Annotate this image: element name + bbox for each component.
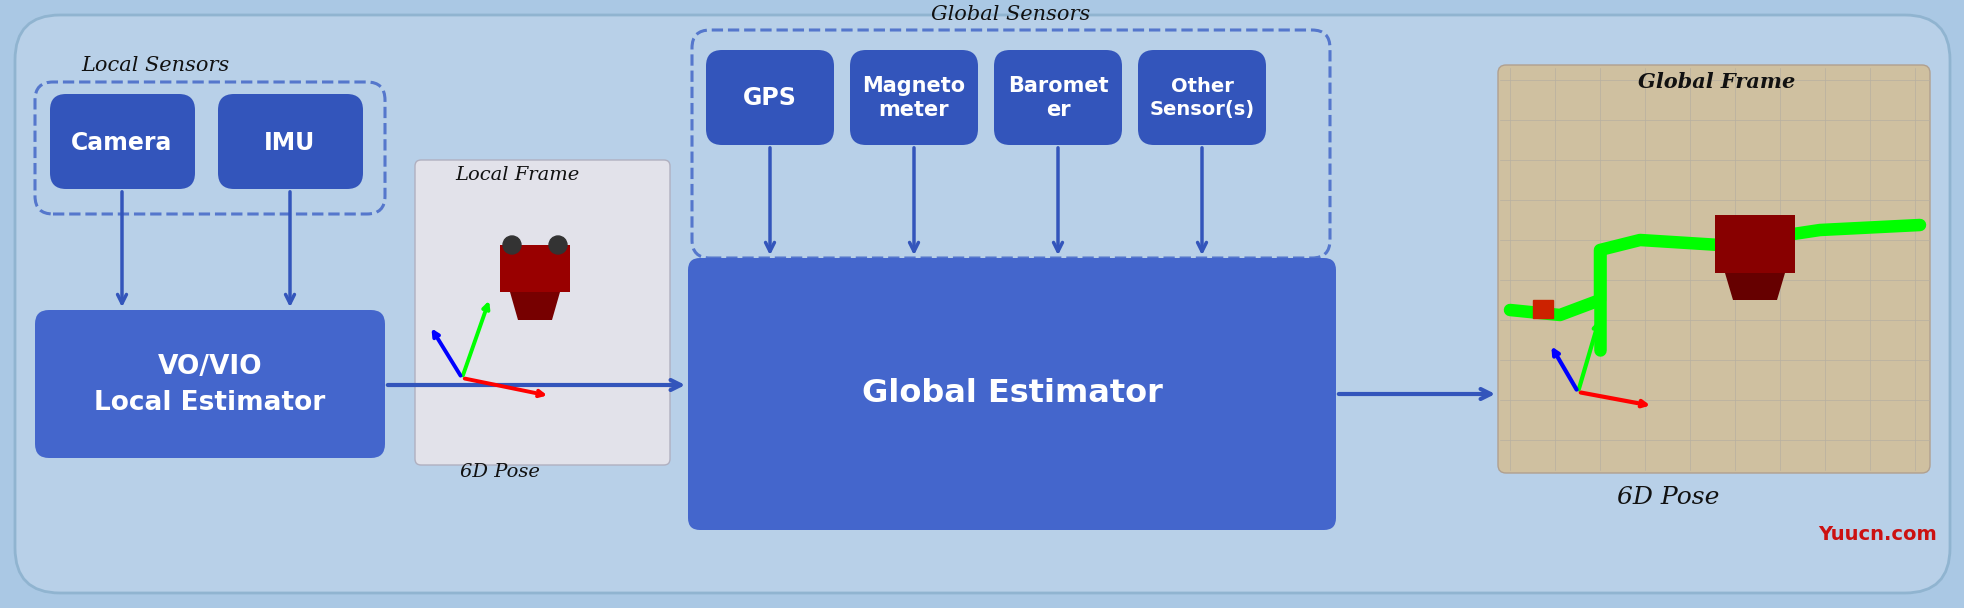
Text: Local Frame: Local Frame — [456, 166, 579, 184]
FancyBboxPatch shape — [16, 15, 1948, 593]
FancyBboxPatch shape — [218, 94, 363, 189]
Bar — [1532, 300, 1552, 318]
FancyBboxPatch shape — [35, 310, 385, 458]
FancyBboxPatch shape — [687, 258, 1336, 530]
Text: GPS: GPS — [742, 86, 797, 110]
Text: Yuucn.com: Yuucn.com — [1819, 525, 1937, 545]
Text: 6D Pose: 6D Pose — [1616, 486, 1718, 508]
Polygon shape — [1715, 215, 1793, 273]
Text: VO/VIO
Local Estimator: VO/VIO Local Estimator — [94, 354, 326, 416]
Text: IMU: IMU — [265, 131, 316, 155]
Text: Camera: Camera — [71, 131, 173, 155]
Circle shape — [503, 236, 520, 254]
FancyBboxPatch shape — [994, 50, 1121, 145]
Text: Global Frame: Global Frame — [1638, 72, 1795, 92]
Text: Local Sensors: Local Sensors — [81, 55, 230, 75]
Polygon shape — [511, 292, 560, 320]
FancyBboxPatch shape — [1137, 50, 1265, 145]
FancyBboxPatch shape — [414, 160, 670, 465]
Text: Magneto
meter: Magneto meter — [862, 75, 964, 120]
Text: Global Sensors: Global Sensors — [931, 4, 1090, 24]
Text: 6D Pose: 6D Pose — [460, 463, 540, 481]
FancyBboxPatch shape — [705, 50, 833, 145]
Polygon shape — [1724, 273, 1783, 300]
FancyBboxPatch shape — [1497, 65, 1929, 473]
FancyBboxPatch shape — [49, 94, 194, 189]
Circle shape — [548, 236, 568, 254]
Text: Global Estimator: Global Estimator — [860, 379, 1163, 410]
Text: Other
Sensor(s): Other Sensor(s) — [1149, 77, 1253, 119]
Polygon shape — [499, 245, 570, 292]
Text: Baromet
er: Baromet er — [1008, 75, 1108, 120]
FancyBboxPatch shape — [850, 50, 978, 145]
